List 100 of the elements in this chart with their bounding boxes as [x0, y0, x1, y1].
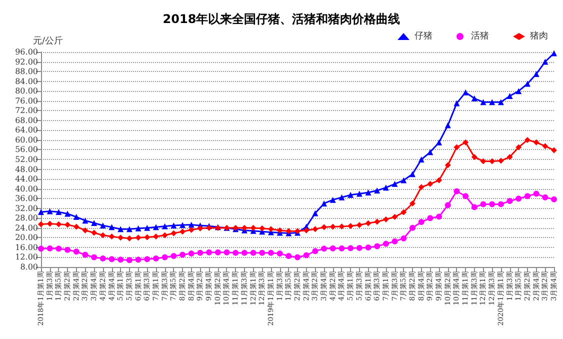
point	[436, 214, 442, 220]
point	[250, 224, 256, 231]
point	[374, 243, 380, 250]
point	[436, 177, 442, 184]
point	[250, 250, 256, 256]
point	[348, 222, 354, 229]
point	[224, 249, 230, 256]
point	[162, 223, 168, 230]
y-tick-label: 52.00	[15, 155, 38, 164]
y-tick-label: 92.00	[15, 57, 38, 66]
point	[444, 202, 451, 208]
point	[312, 226, 318, 232]
point	[294, 254, 300, 260]
point	[516, 144, 522, 150]
point	[56, 209, 62, 216]
point	[276, 227, 283, 234]
point	[338, 194, 345, 200]
point	[454, 188, 460, 194]
point	[286, 253, 292, 260]
point	[312, 210, 318, 216]
point	[64, 222, 71, 228]
point	[108, 233, 115, 240]
point	[454, 144, 460, 150]
y-tick-label: 32.00	[15, 204, 38, 213]
legend-label: 仔猪	[414, 30, 432, 42]
legend-label: 猪肉	[530, 30, 548, 42]
point	[409, 171, 416, 178]
point	[180, 228, 186, 235]
point	[338, 223, 345, 230]
point	[241, 250, 248, 256]
y-tick-label: 20.00	[15, 233, 38, 242]
point	[516, 88, 522, 94]
point	[232, 250, 239, 256]
point	[135, 256, 142, 263]
point	[392, 238, 398, 244]
point	[409, 200, 416, 206]
point	[276, 250, 283, 257]
point	[118, 234, 124, 241]
y-tick-label: 80.00	[15, 86, 38, 96]
point	[170, 222, 177, 228]
point	[444, 122, 451, 128]
point	[118, 256, 124, 263]
point	[392, 180, 398, 187]
point	[330, 245, 336, 252]
point	[498, 99, 504, 106]
point	[100, 232, 106, 238]
point	[338, 245, 345, 252]
point	[64, 246, 71, 253]
point	[427, 149, 434, 156]
point	[91, 230, 98, 236]
point	[454, 100, 460, 106]
point	[365, 220, 372, 226]
point	[480, 201, 486, 208]
point	[418, 156, 424, 162]
point	[100, 222, 106, 228]
point	[506, 198, 513, 204]
y-axis-title: 元/公斤	[33, 36, 64, 46]
point	[533, 190, 540, 197]
y-tick-label: 48.00	[15, 164, 38, 174]
point	[144, 224, 150, 231]
point	[427, 180, 434, 187]
point	[303, 252, 310, 258]
point	[82, 227, 88, 234]
point	[46, 245, 53, 252]
point	[356, 190, 362, 197]
point	[135, 234, 142, 241]
point	[259, 225, 266, 232]
point	[374, 218, 380, 225]
point	[268, 226, 274, 232]
point	[38, 209, 44, 216]
point	[524, 193, 530, 200]
point	[82, 218, 88, 224]
point	[498, 201, 504, 208]
point	[471, 95, 478, 102]
point	[162, 232, 168, 238]
point	[100, 255, 106, 262]
point	[348, 192, 354, 198]
point	[152, 255, 159, 262]
point	[400, 177, 407, 184]
point	[382, 184, 389, 191]
point	[524, 80, 530, 87]
point	[38, 246, 44, 252]
point	[91, 220, 98, 226]
point	[462, 193, 469, 200]
point	[73, 214, 80, 220]
point	[418, 184, 424, 190]
point	[489, 99, 496, 106]
point	[471, 204, 478, 210]
point	[108, 256, 115, 262]
point	[506, 92, 513, 99]
point	[108, 224, 115, 230]
point	[409, 224, 416, 231]
point	[462, 89, 469, 96]
y-tick-label: 76.00	[15, 96, 38, 106]
point	[188, 226, 194, 233]
point	[144, 234, 150, 240]
point	[542, 194, 548, 200]
point	[392, 214, 398, 220]
point	[180, 252, 186, 258]
point	[126, 226, 132, 232]
